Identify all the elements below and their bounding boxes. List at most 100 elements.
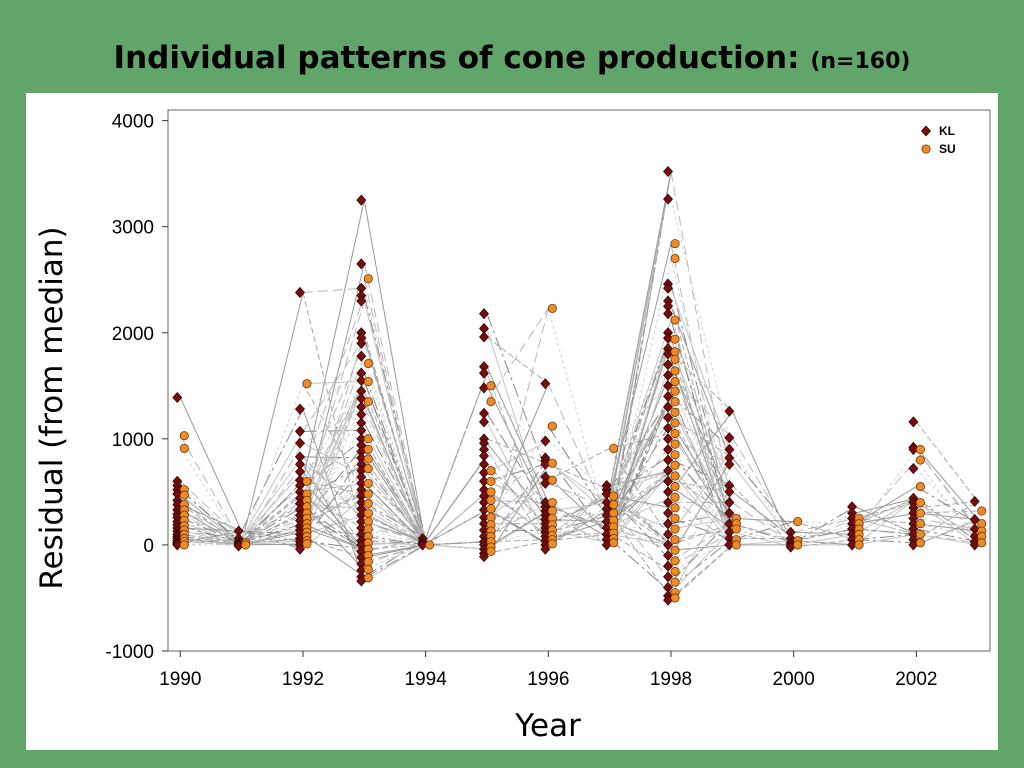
individual-line-segment bbox=[670, 353, 733, 412]
kl-point bbox=[663, 412, 673, 424]
individual-line-segment bbox=[670, 351, 733, 524]
su-point bbox=[670, 513, 680, 523]
y-tick-label: -1000 bbox=[105, 642, 154, 663]
individual-line-segment bbox=[486, 308, 549, 552]
individual-line-segment bbox=[915, 459, 979, 544]
individual-line-segment bbox=[364, 543, 426, 565]
individual-line-segment bbox=[302, 200, 365, 481]
kl-point bbox=[724, 405, 735, 417]
individual-line-segment bbox=[486, 425, 549, 526]
individual-line-segment bbox=[241, 383, 304, 546]
individual-line-segment bbox=[670, 370, 733, 519]
individual-line-segment bbox=[363, 493, 426, 546]
individual-line-segment bbox=[732, 512, 794, 533]
individual-line-segment bbox=[241, 512, 304, 544]
su-point bbox=[363, 463, 373, 474]
individual-line-segment bbox=[670, 243, 733, 540]
su-point bbox=[670, 334, 680, 344]
su-point bbox=[179, 431, 189, 441]
individual-line-segment bbox=[548, 482, 610, 510]
kl-point bbox=[663, 528, 673, 540]
individual-line-segment bbox=[486, 508, 549, 545]
su-point bbox=[547, 421, 557, 431]
individual-line-segment bbox=[302, 380, 365, 481]
individual-line-segment bbox=[916, 523, 978, 544]
su-point bbox=[486, 476, 496, 486]
individual-line-segment bbox=[363, 278, 427, 546]
individual-line-segment bbox=[364, 512, 426, 546]
individual-line-segment bbox=[670, 539, 733, 572]
x-tick-label: 1990 bbox=[159, 669, 201, 690]
individual-line-segment bbox=[609, 351, 672, 514]
individual-line-segment bbox=[241, 525, 304, 543]
legend-kl-marker bbox=[921, 125, 931, 137]
individual-line-segment bbox=[609, 332, 672, 535]
individual-line-segment bbox=[548, 447, 610, 481]
axis-ticks-layer: 1990 1992 1994 1996 1998 2000 2002 4000 3000 2000… bbox=[105, 112, 937, 690]
individual-line-segment bbox=[364, 544, 426, 563]
x-tick-label: 1994 bbox=[405, 669, 448, 690]
su-point bbox=[425, 540, 435, 550]
su-point bbox=[670, 428, 680, 439]
individual-line-segment bbox=[609, 370, 672, 521]
individual-line-segment bbox=[609, 504, 672, 583]
individual-line-segment bbox=[180, 533, 242, 544]
individual-line-segment bbox=[425, 509, 488, 545]
su-point bbox=[179, 540, 189, 550]
individual-line-segment bbox=[363, 401, 427, 546]
individual-line-segment bbox=[302, 263, 365, 516]
kl-point bbox=[294, 543, 305, 555]
individual-line-segment bbox=[241, 408, 304, 532]
kl-point bbox=[356, 350, 367, 362]
slide-title: Individual patterns of cone production: … bbox=[0, 40, 1024, 76]
kl-point bbox=[663, 550, 673, 562]
individual-line-segment bbox=[609, 470, 672, 487]
individual-line-segment bbox=[609, 533, 672, 546]
individual-line-segment bbox=[854, 502, 917, 519]
x-tick-label: 1996 bbox=[527, 669, 569, 690]
kl-point bbox=[479, 416, 489, 428]
su-point bbox=[609, 491, 619, 501]
individual-line-segment bbox=[854, 497, 917, 525]
individual-line-segment bbox=[548, 533, 610, 542]
individual-line-segment bbox=[302, 408, 365, 582]
individual-line-segment bbox=[609, 171, 672, 529]
individual-line-segment bbox=[731, 437, 795, 539]
individual-line-segment bbox=[547, 383, 611, 522]
su-point bbox=[915, 482, 925, 492]
individual-line-segment bbox=[609, 332, 672, 516]
individual-line-segment bbox=[179, 485, 242, 543]
kl-point bbox=[663, 401, 673, 413]
individual-line-segment bbox=[241, 442, 304, 546]
individual-line-segment bbox=[916, 501, 978, 541]
kl-point bbox=[663, 486, 673, 498]
kl-point bbox=[663, 166, 673, 178]
individual-line-segment bbox=[732, 517, 794, 523]
individual-line-segment bbox=[855, 533, 917, 541]
individual-line-segment bbox=[180, 538, 242, 546]
individual-line-segment bbox=[548, 485, 610, 503]
individual-line-segment bbox=[670, 507, 733, 525]
su-point bbox=[670, 377, 680, 387]
individual-line-segment bbox=[302, 381, 365, 385]
individual-line-segment bbox=[302, 523, 365, 550]
individual-line-segment bbox=[364, 544, 426, 550]
individual-line-segment bbox=[548, 508, 610, 546]
individual-line-segment bbox=[302, 429, 365, 432]
kl-point bbox=[663, 422, 673, 434]
su-point bbox=[670, 450, 680, 460]
individual-line-segment bbox=[180, 530, 242, 540]
individual-line-segment bbox=[732, 521, 794, 541]
individual-line-segment bbox=[793, 521, 856, 525]
individual-line-segment bbox=[364, 542, 426, 546]
individual-line-segment bbox=[670, 517, 733, 530]
x-tick-label: 2000 bbox=[773, 669, 815, 690]
individual-line-segment bbox=[486, 470, 549, 526]
individual-line-segment bbox=[548, 502, 610, 539]
individual-line-segment bbox=[302, 456, 365, 522]
individual-line-segment bbox=[302, 381, 365, 495]
individual-line-segment bbox=[548, 463, 610, 491]
individual-line-segment bbox=[241, 523, 304, 544]
individual-line-segment bbox=[364, 533, 426, 546]
individual-line-segment bbox=[302, 463, 365, 503]
